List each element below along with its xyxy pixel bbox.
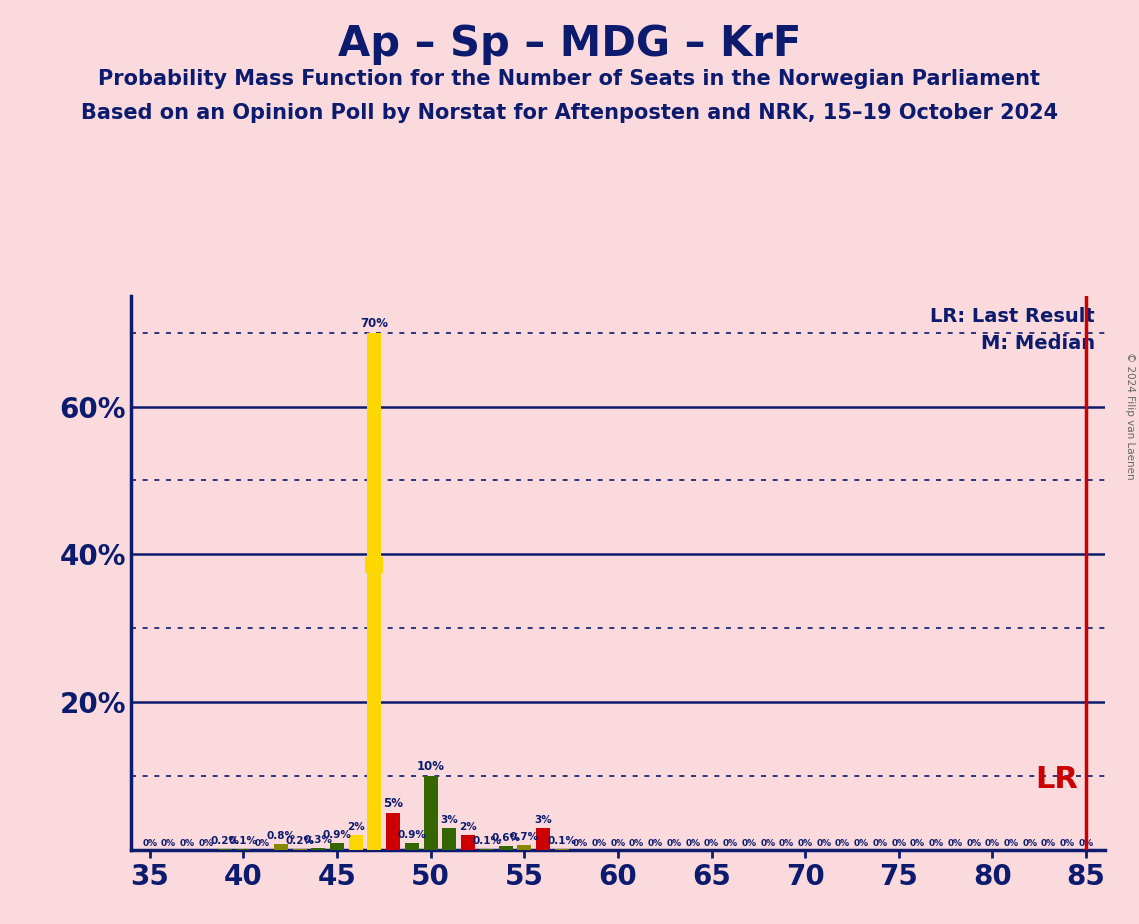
Text: 0.1%: 0.1% <box>473 836 501 846</box>
Text: M: M <box>363 556 385 577</box>
Bar <box>311 848 326 850</box>
Text: LR: LR <box>1035 765 1079 795</box>
Text: 0%: 0% <box>817 839 831 848</box>
Text: 0.9%: 0.9% <box>322 831 352 841</box>
Text: 0%: 0% <box>629 839 645 848</box>
Text: 5%: 5% <box>383 797 403 810</box>
Text: 0%: 0% <box>1079 839 1093 848</box>
Bar <box>368 333 382 850</box>
Bar <box>517 845 531 850</box>
Bar <box>218 848 231 850</box>
Text: LR: Last Result: LR: Last Result <box>931 307 1095 326</box>
Text: 2%: 2% <box>347 822 364 833</box>
Bar <box>386 813 400 850</box>
Text: 0%: 0% <box>198 839 213 848</box>
Text: 0.2%: 0.2% <box>285 835 314 845</box>
Text: 0%: 0% <box>254 839 270 848</box>
Text: 0.3%: 0.3% <box>304 835 333 845</box>
Text: 2%: 2% <box>459 822 477 833</box>
Text: 3%: 3% <box>441 815 458 825</box>
Bar <box>442 828 457 850</box>
Bar <box>424 776 437 850</box>
Bar <box>273 845 288 850</box>
Text: 0%: 0% <box>741 839 756 848</box>
Text: 0%: 0% <box>910 839 925 848</box>
Text: 70%: 70% <box>360 317 388 330</box>
Text: 0%: 0% <box>985 839 1000 848</box>
Text: 0.2%: 0.2% <box>210 835 239 845</box>
Text: 0%: 0% <box>142 839 157 848</box>
Bar <box>499 845 513 850</box>
Text: M: Median: M: Median <box>981 334 1095 354</box>
Text: 0%: 0% <box>966 839 982 848</box>
Text: 3%: 3% <box>534 815 552 825</box>
Text: 0%: 0% <box>760 839 776 848</box>
Text: 0%: 0% <box>704 839 719 848</box>
Text: 0%: 0% <box>948 839 962 848</box>
Text: 0.1%: 0.1% <box>547 836 576 846</box>
Text: 0%: 0% <box>723 839 738 848</box>
Text: 0%: 0% <box>648 839 663 848</box>
Text: 0%: 0% <box>1041 839 1056 848</box>
Text: 0.7%: 0.7% <box>510 832 539 842</box>
Text: 0%: 0% <box>180 839 195 848</box>
Text: 0%: 0% <box>779 839 794 848</box>
Text: 0%: 0% <box>891 839 907 848</box>
Bar <box>404 844 419 850</box>
Text: 0%: 0% <box>835 839 850 848</box>
Text: 0%: 0% <box>1059 839 1075 848</box>
Text: 0%: 0% <box>161 839 177 848</box>
Text: 0%: 0% <box>666 839 681 848</box>
Text: 0%: 0% <box>591 839 607 848</box>
Text: 0%: 0% <box>854 839 869 848</box>
Bar <box>536 828 550 850</box>
Text: 0%: 0% <box>797 839 813 848</box>
Bar <box>349 835 362 850</box>
Text: Ap – Sp – MDG – KrF: Ap – Sp – MDG – KrF <box>338 23 801 65</box>
Text: 10%: 10% <box>417 760 444 773</box>
Text: 0.1%: 0.1% <box>229 836 257 846</box>
Bar <box>461 835 475 850</box>
Text: 0%: 0% <box>611 839 625 848</box>
Text: 0%: 0% <box>928 839 944 848</box>
Text: Probability Mass Function for the Number of Seats in the Norwegian Parliament: Probability Mass Function for the Number… <box>98 69 1041 90</box>
Text: 0%: 0% <box>573 839 588 848</box>
Text: 0%: 0% <box>1003 839 1018 848</box>
Text: © 2024 Filip van Laenen: © 2024 Filip van Laenen <box>1125 352 1134 480</box>
Text: 0%: 0% <box>872 839 887 848</box>
Text: 0%: 0% <box>1023 839 1038 848</box>
Text: 0%: 0% <box>686 839 700 848</box>
Text: 0.6%: 0.6% <box>491 833 521 843</box>
Bar <box>330 844 344 850</box>
Text: 0.9%: 0.9% <box>398 831 426 841</box>
Bar <box>293 848 306 850</box>
Text: Based on an Opinion Poll by Norstat for Aftenposten and NRK, 15–19 October 2024: Based on an Opinion Poll by Norstat for … <box>81 103 1058 124</box>
Text: 0.8%: 0.8% <box>267 832 295 841</box>
